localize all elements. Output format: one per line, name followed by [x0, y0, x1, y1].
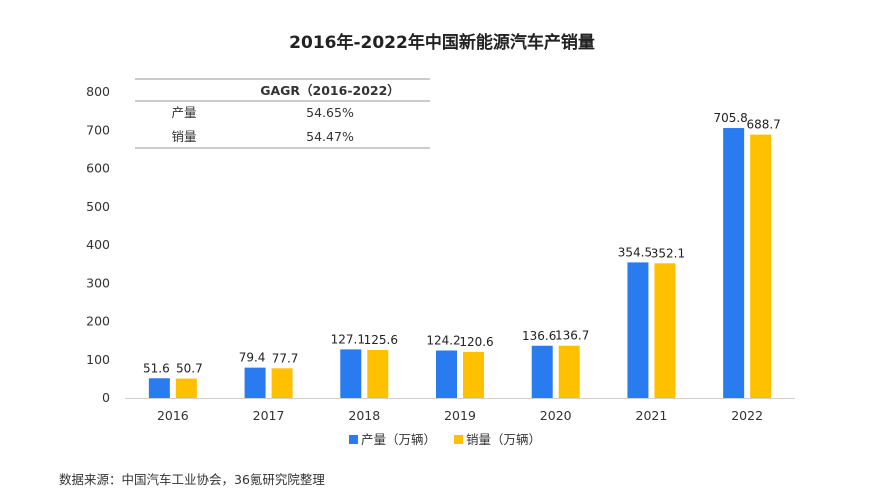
bar-production [340, 349, 362, 398]
legend-label-production: 产量（万辆） [361, 432, 436, 447]
data-label-sales: 125.6 [364, 333, 398, 347]
data-label-sales: 120.6 [459, 335, 493, 349]
data-label-production: 79.4 [239, 351, 266, 365]
cagr-header: GAGR（2016-2022） [260, 83, 400, 98]
cagr-table: GAGR（2016-2022） 产量 54.65% 销量 54.47% [135, 78, 430, 149]
legend-label-sales: 销量（万辆） [466, 432, 541, 447]
y-tick-label: 700 [86, 122, 110, 137]
data-label-sales: 50.7 [176, 362, 203, 376]
x-tick-label: 2018 [348, 408, 380, 423]
bar-sales [750, 134, 772, 398]
y-axis: 0 100 200 300 400 500 600 700 800 [86, 84, 110, 405]
bar-production [627, 262, 649, 398]
y-tick-label: 600 [86, 161, 110, 176]
bar-production [723, 128, 745, 398]
y-tick-label: 800 [86, 84, 110, 99]
bar-sales [654, 263, 676, 398]
bar-production [244, 367, 266, 398]
y-tick-label: 400 [86, 237, 110, 252]
data-label-sales: 352.1 [651, 246, 685, 260]
cagr-row-label: 产量 [171, 105, 196, 120]
y-tick-label: 0 [102, 390, 110, 405]
legend-swatch-sales [454, 435, 463, 444]
data-label-production: 705.8 [713, 111, 747, 125]
x-tick-label: 2021 [636, 408, 668, 423]
data-label-production: 127.1 [331, 332, 365, 346]
x-tick-label: 2020 [540, 408, 572, 423]
bar-production [436, 350, 457, 398]
cagr-row-label: 销量 [171, 129, 196, 144]
chart-title: 2016年-2022年中国新能源汽车产销量 [289, 32, 595, 53]
y-tick-label: 200 [86, 314, 110, 329]
x-tick-label: 2022 [731, 408, 763, 423]
bar-sales [558, 345, 580, 398]
bar-production [531, 345, 553, 398]
data-label-production: 354.5 [618, 245, 652, 259]
x-tick-label: 2016 [157, 408, 189, 423]
data-label-production: 51.6 [143, 361, 170, 375]
legend: 产量（万辆） 销量（万辆） [349, 432, 541, 447]
data-label-sales: 136.7 [555, 329, 589, 343]
legend-swatch-production [349, 435, 358, 444]
cagr-row-value: 54.65% [306, 105, 354, 120]
bar-sales [271, 368, 293, 398]
cagr-row-value: 54.47% [306, 129, 354, 144]
data-label-sales: 77.7 [272, 351, 299, 365]
data-label-production: 136.6 [522, 329, 556, 343]
y-tick-label: 100 [86, 352, 110, 367]
bar-production [148, 378, 170, 398]
y-tick-label: 500 [86, 199, 110, 214]
x-tick-label: 2019 [444, 408, 476, 423]
bar-sales [367, 349, 389, 398]
source-note: 数据来源：中国汽车工业协会，36氪研究院整理 [59, 472, 325, 487]
bar-sales [463, 351, 484, 398]
data-label-sales: 688.7 [746, 118, 780, 132]
x-axis: 2016 2017 2018 2019 2020 2021 2022 [125, 398, 795, 423]
y-tick-label: 300 [86, 275, 110, 290]
bar-sales [175, 378, 197, 398]
data-label-production: 124.2 [426, 333, 460, 347]
x-tick-label: 2017 [253, 408, 285, 423]
